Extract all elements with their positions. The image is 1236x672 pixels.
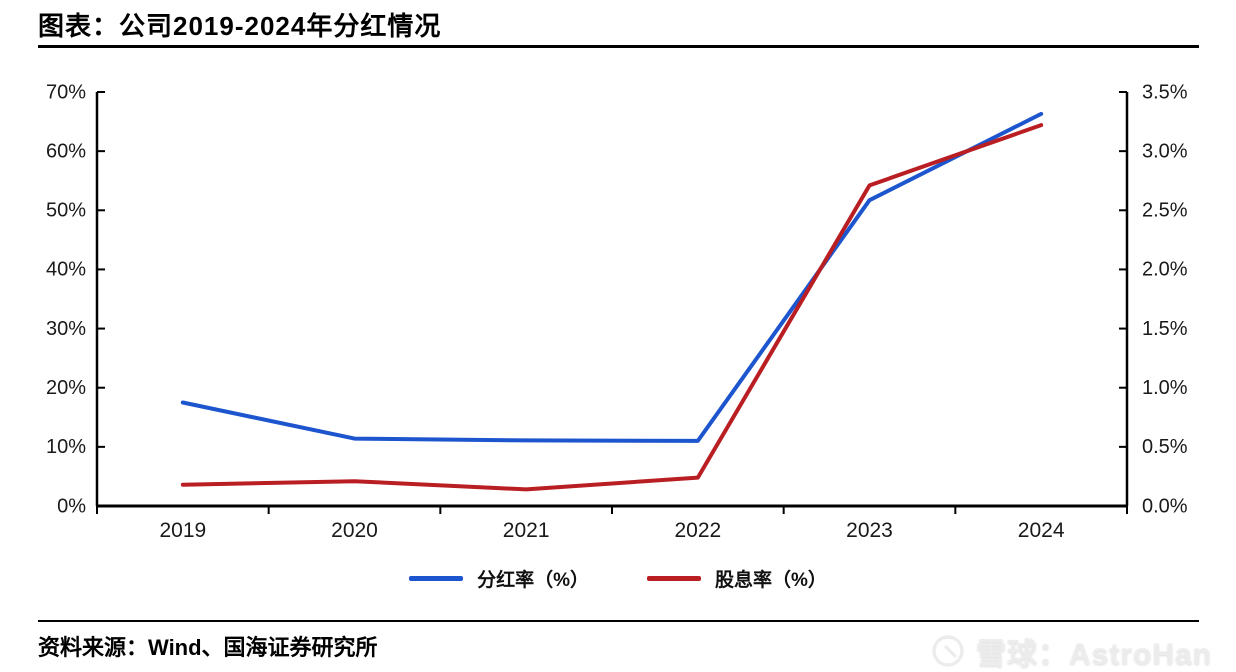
legend-label-payout-ratio: 分红率（%） xyxy=(477,569,589,591)
xueqiu-logo-icon xyxy=(932,635,964,667)
svg-text:30%: 30% xyxy=(46,318,86,340)
payout-ratio-line-swatch xyxy=(409,575,464,581)
svg-text:20%: 20% xyxy=(46,377,86,399)
svg-text:0.0%: 0.0% xyxy=(1142,495,1188,517)
svg-text:0%: 0% xyxy=(57,495,86,517)
svg-text:1.0%: 1.0% xyxy=(1142,377,1188,399)
svg-text:3.0%: 3.0% xyxy=(1142,140,1188,162)
dividend-yield-line-swatch xyxy=(647,575,701,581)
series-line-dividend-yield xyxy=(180,123,1044,492)
svg-text:1.5%: 1.5% xyxy=(1142,318,1188,340)
watermark: 雪球：AstroHan xyxy=(930,629,1212,672)
svg-text:3.5%: 3.5% xyxy=(1142,81,1188,103)
legend-label-dividend-yield: 股息率（%） xyxy=(715,569,827,591)
svg-text:10%: 10% xyxy=(46,436,86,458)
series-line-payout-ratio xyxy=(180,111,1044,443)
svg-text:2024: 2024 xyxy=(1018,519,1065,542)
legend-item-payout-ratio: 分红率（%） xyxy=(409,565,589,592)
title-divider xyxy=(38,45,1199,48)
svg-text:0.5%: 0.5% xyxy=(1142,436,1188,458)
x-axis: 2019 2020 2021 2022 2023 2024 xyxy=(96,504,1128,542)
svg-text:2019: 2019 xyxy=(159,519,206,542)
svg-text:2022: 2022 xyxy=(674,519,721,542)
right-y-axis: 0.0% 0.5% 1.0% 1.5% 2.0% 2.5% 3.0% 3.5% xyxy=(1119,81,1188,517)
svg-text:50%: 50% xyxy=(46,200,86,222)
svg-text:2.5%: 2.5% xyxy=(1142,200,1188,222)
footer-divider xyxy=(38,620,1199,622)
svg-text:2021: 2021 xyxy=(503,519,550,542)
left-y-axis: 0% 10% 20% 30% 40% 50% 60% 70% xyxy=(46,81,105,517)
legend-item-dividend-yield: 股息率（%） xyxy=(647,565,827,592)
svg-text:70%: 70% xyxy=(46,81,86,103)
page-title: 图表：公司2019-2024年分红情况 xyxy=(38,11,442,41)
svg-text:2.0%: 2.0% xyxy=(1142,259,1188,281)
watermark-text: 雪球：AstroHan xyxy=(975,638,1212,671)
source-text: 资料来源：Wind、国海证券研究所 xyxy=(38,635,378,660)
svg-text:60%: 60% xyxy=(46,140,86,162)
svg-text:40%: 40% xyxy=(46,259,86,281)
svg-text:2020: 2020 xyxy=(331,519,378,542)
chart-legend: 分红率（%） 股息率（%） xyxy=(0,562,1236,594)
svg-text:2023: 2023 xyxy=(846,519,893,542)
